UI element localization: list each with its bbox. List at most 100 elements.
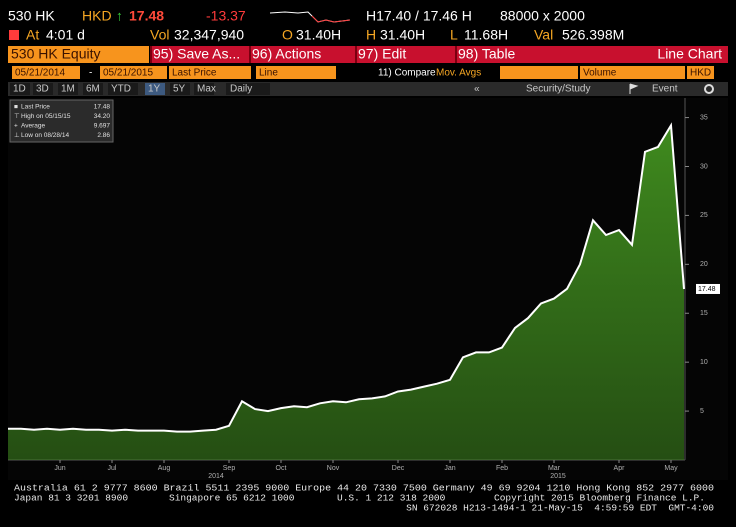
x-tick-label: Sep: [223, 465, 236, 472]
period-label[interactable]: 3D: [36, 84, 49, 95]
open-label: O: [282, 27, 293, 43]
start-date[interactable]: 05/21/2014: [15, 68, 65, 79]
footer-item: U.S. 1 212 318 2000: [337, 493, 446, 504]
security-study[interactable]: Security/Study: [526, 84, 590, 95]
chart-type[interactable]: Line Chart: [657, 46, 722, 62]
vol: 32,347,940: [174, 27, 244, 43]
menu-bar: [151, 46, 728, 63]
period-label[interactable]: 5Y: [173, 84, 186, 95]
field-box[interactable]: [12, 66, 80, 79]
legend-value: 2.86: [97, 132, 110, 139]
period-button[interactable]: [10, 83, 30, 95]
legend-icon: ⊤: [14, 113, 20, 120]
currency: HKD: [82, 8, 112, 24]
change: -13.37: [206, 8, 246, 24]
security: 530 HK Equity: [11, 46, 101, 62]
period-button[interactable]: [33, 83, 53, 95]
legend-label: Average: [21, 123, 45, 130]
x-tick-label: Jan: [444, 465, 455, 472]
field-box[interactable]: [100, 66, 167, 79]
compare[interactable]: 11) Compare: [378, 68, 436, 79]
bid-ask: H17.40 / 17.46 H: [366, 8, 472, 24]
security-box[interactable]: [8, 46, 149, 63]
y-tick-label: 10: [700, 359, 708, 366]
year-label: 2015: [550, 473, 566, 480]
footer-line: Australia 61 2 9777 8600 Brazil 5511 239…: [14, 483, 714, 494]
legend-label: Low on 08/28/14: [21, 132, 69, 139]
legend-label: Last Price: [21, 104, 50, 111]
style[interactable]: Line: [259, 68, 278, 79]
field-box[interactable]: [500, 66, 578, 79]
period-label[interactable]: 6M: [86, 84, 100, 95]
period-button[interactable]: [194, 83, 214, 95]
field-box[interactable]: [580, 66, 685, 79]
y-tick-label: 5: [700, 408, 704, 415]
x-tick-label: Jul: [108, 465, 117, 472]
menu-item[interactable]: 98) Table: [458, 46, 516, 62]
period-label[interactable]: YTD: [111, 84, 131, 95]
period-button[interactable]: [170, 83, 190, 95]
period-label[interactable]: Max: [197, 84, 216, 95]
up-arrow: ↑: [116, 8, 123, 24]
field-box[interactable]: [256, 66, 336, 79]
x-tick-label: Jun: [54, 465, 65, 472]
legend-icon: ■: [14, 104, 18, 111]
footer-item: Copyright 2015 Bloomberg Finance L.P.: [494, 493, 705, 504]
event-icon: [629, 83, 639, 94]
footer-item: Japan 81 3 3201 8900: [14, 493, 128, 504]
volume[interactable]: Volume: [583, 68, 617, 79]
legend-value: 9.697: [94, 123, 111, 130]
high: 31.40H: [380, 27, 425, 43]
bid-ask-size: 88000 x 2000: [500, 8, 585, 24]
period-label[interactable]: 1D: [13, 84, 26, 95]
menu-separator: [455, 46, 457, 63]
menu-separator: [355, 46, 357, 63]
status-icon: [9, 30, 19, 40]
currency-select[interactable]: HKD: [690, 68, 711, 79]
open: 31.40H: [296, 27, 341, 43]
menu-item[interactable]: 97) Edit: [358, 46, 406, 62]
y-tick-label: 25: [700, 212, 708, 219]
low-label: L: [450, 27, 458, 43]
field-box[interactable]: [169, 66, 251, 79]
field[interactable]: Last Price: [172, 68, 217, 79]
val-label: Val: [534, 27, 553, 43]
menu-item[interactable]: 96) Actions: [252, 46, 321, 62]
period-button[interactable]: [108, 83, 138, 95]
legend-icon: +: [14, 123, 18, 130]
period-label[interactable]: 1M: [61, 84, 75, 95]
last-value-tag: [696, 283, 720, 294]
period-button[interactable]: [226, 83, 270, 95]
period-button[interactable]: [145, 83, 165, 95]
area: [8, 125, 684, 461]
menu-separator: [150, 46, 152, 63]
field-box[interactable]: [687, 66, 714, 79]
high-label: H: [366, 27, 376, 43]
frequency[interactable]: Daily: [230, 84, 252, 95]
period-label[interactable]: 1Y: [148, 84, 161, 95]
end-date[interactable]: 05/21/2015: [103, 68, 153, 79]
y-tick-label: 20: [700, 261, 708, 268]
menu-item[interactable]: 95) Save As...: [153, 46, 240, 62]
x-tick-label: Dec: [392, 465, 405, 472]
mov-avgs[interactable]: Mov. Avgs: [436, 68, 481, 79]
legend-label: High on 05/15/15: [21, 113, 71, 120]
period-button[interactable]: [58, 83, 78, 95]
settings-icon[interactable]: [704, 84, 714, 94]
footer-item: Singapore 65 6212 1000: [169, 493, 295, 504]
price-line: [8, 122, 685, 433]
x-tick-label: Aug: [158, 465, 171, 472]
collapse[interactable]: «: [474, 84, 480, 95]
year-label: 2014: [208, 473, 224, 480]
legend-value: 17.48: [94, 104, 111, 111]
y-tick-label: 30: [700, 163, 708, 170]
event[interactable]: Event: [652, 84, 678, 95]
footer-line: SN 672028 H213-1494-1 21-May-15 4:59:59 …: [406, 503, 714, 514]
x-tick-label: Apr: [614, 465, 626, 472]
period-button[interactable]: [83, 83, 103, 95]
y-tick-label: 35: [700, 114, 708, 121]
legend-icon: ⊥: [14, 132, 20, 139]
x-tick-label: Nov: [327, 465, 340, 472]
time: 4:01 d: [46, 27, 85, 43]
x-tick-label: Oct: [276, 465, 287, 472]
